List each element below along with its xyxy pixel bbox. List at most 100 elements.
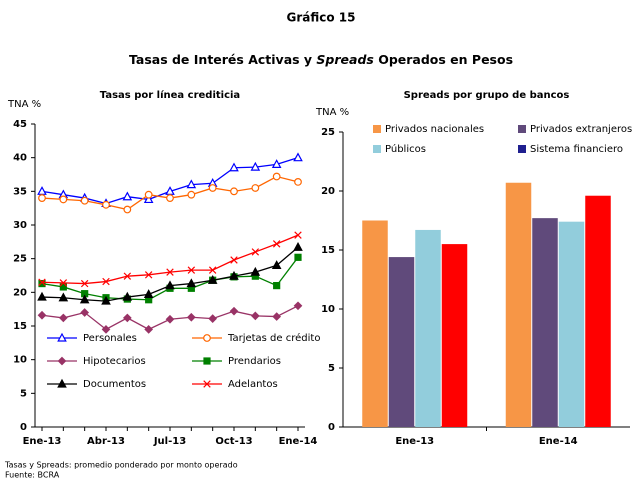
bar [532,218,558,427]
marker [251,184,260,192]
marker [57,332,67,342]
x-tick-label: Oct-13 [215,436,252,447]
marker [203,380,211,388]
marker [208,314,218,323]
y-tick-label: 5 [328,363,335,374]
y-tick-label: 20 [321,186,335,197]
marker [272,172,281,181]
marker [187,190,196,199]
marker [186,179,197,189]
title-part: Spreads [316,52,373,67]
x-tick-label: Ene-13 [395,436,434,447]
marker [166,194,174,202]
legend-label: Públicos [385,143,426,155]
y-tick-label: 35 [13,186,27,197]
marker [186,278,197,288]
marker [208,266,217,274]
marker [229,270,239,280]
marker [144,190,153,199]
x-tick-label: Jul-13 [153,436,186,447]
y-tick-label: 30 [13,220,27,231]
legend-label: Hipotecarios [83,356,146,367]
marker [123,205,132,214]
marker [208,184,217,192]
bar [558,221,585,427]
marker [102,200,110,209]
marker [273,282,281,290]
legend-label: Privados nacionales [385,124,484,135]
marker [38,194,46,202]
marker [230,187,238,196]
marker [143,289,154,298]
marker [272,240,281,248]
series-line [41,256,299,301]
marker [203,334,211,342]
marker [101,295,111,305]
marker [144,325,154,334]
x-tick-label: Abr-13 [87,436,125,447]
y-tick-label: 45 [13,119,27,130]
bar [415,229,441,427]
marker [165,314,175,324]
legend-swatch [373,125,381,133]
marker [122,191,133,201]
legend-label: Sistema financiero [530,144,623,155]
chart-title: Spreads por grupo de bancos [404,90,570,101]
marker [57,356,67,366]
marker [250,311,260,321]
marker [144,271,153,279]
marker [293,241,303,251]
legend-label: Privados extranjeros [530,124,632,135]
title-part: Operados en Pesos [374,52,513,67]
y-tick-label: 25 [13,254,27,265]
x-tick-label: Ene-14 [539,436,578,447]
marker [187,266,196,274]
marker [79,294,90,304]
marker [37,291,47,301]
y-tick-label: 25 [321,127,335,138]
marker [101,325,111,334]
y-tick-label: 0 [20,422,27,433]
marker [143,194,154,204]
marker [37,186,47,195]
marker [250,161,261,171]
marker [294,253,302,261]
marker [271,260,282,269]
series-line [41,234,299,285]
marker [186,312,196,322]
x-tick-label: Ene-14 [279,436,318,447]
bar [362,220,388,427]
y-tick-label: 10 [321,304,335,315]
legend-label: Prendarios [228,356,281,367]
marker [80,279,89,288]
y-tick-label: 20 [13,287,27,298]
marker [122,291,133,301]
note: Fuente: BCRA [5,471,60,480]
marker [38,279,46,288]
x-tick-label: Ene-13 [23,436,62,447]
legend-swatch [518,145,526,153]
marker [165,280,175,290]
y-axis-label: TNA % [315,107,349,118]
legend-label: Tarjetas de crédito [227,332,320,344]
figure-number: Gráfico 15 [287,11,356,25]
marker [203,357,211,365]
marker [229,162,239,172]
bar [505,182,532,427]
marker [123,272,132,280]
marker [58,313,68,323]
title-part: Tasas de Interés Activas y [129,52,316,67]
marker [207,274,218,284]
marker [80,196,89,205]
y-tick-label: 0 [328,422,335,433]
legend-swatch [373,145,381,153]
marker [229,306,239,316]
marker [250,266,261,276]
legend-label: Documentos [83,379,146,390]
legend-label: Adelantos [228,379,278,390]
legend-label: Personales [83,333,137,344]
marker [293,152,303,162]
marker [230,256,238,264]
bar [388,257,415,427]
